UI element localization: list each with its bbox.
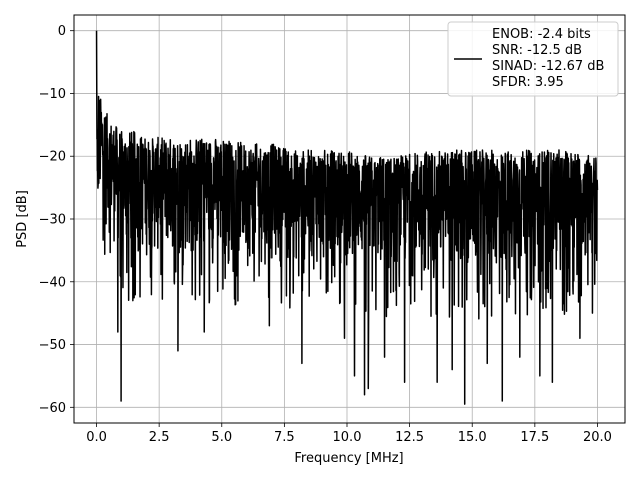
x-tick-label: 0.0 bbox=[86, 430, 107, 445]
psd-series-line bbox=[95, 30, 599, 405]
y-tick-label: −10 bbox=[39, 87, 66, 102]
x-tick-label: 2.5 bbox=[149, 430, 170, 445]
y-axis-label: PSD [dB] bbox=[15, 190, 30, 248]
y-axis-ticks: 0 −10 −20 −30 −40 −50 −60 bbox=[39, 24, 74, 416]
plot-area bbox=[95, 30, 599, 405]
y-tick-label: −60 bbox=[39, 401, 66, 416]
y-tick-label: −20 bbox=[39, 150, 66, 165]
x-axis-ticks: 0.0 2.5 5.0 7.5 10.0 12.5 15.0 17.5 20.0 bbox=[86, 423, 612, 445]
y-tick-label: 0 bbox=[58, 24, 66, 39]
x-tick-label: 5.0 bbox=[211, 430, 232, 445]
y-tick-label: −40 bbox=[39, 275, 66, 290]
x-tick-label: 7.5 bbox=[274, 430, 295, 445]
x-tick-label: 12.5 bbox=[395, 430, 424, 445]
legend-line-enob: ENOB: -2.4 bits bbox=[492, 27, 591, 42]
x-tick-label: 20.0 bbox=[583, 430, 612, 445]
x-axis-label: Frequency [MHz] bbox=[294, 451, 403, 466]
legend-line-sinad: SINAD: -12.67 dB bbox=[492, 59, 604, 74]
legend-frame bbox=[447, 21, 619, 97]
x-tick-label: 10.0 bbox=[333, 430, 362, 445]
legend-line-sfdr: SFDR: 3.95 bbox=[492, 75, 564, 90]
legend-line-snr: SNR: -12.5 dB bbox=[492, 43, 582, 58]
y-tick-label: −30 bbox=[39, 213, 66, 228]
x-tick-label: 15.0 bbox=[458, 430, 487, 445]
y-tick-label: −50 bbox=[39, 338, 66, 353]
legend: ENOB: -2.4 bits SNR: -12.5 dB SINAD: -12… bbox=[447, 21, 619, 97]
x-tick-label: 17.5 bbox=[520, 430, 549, 445]
